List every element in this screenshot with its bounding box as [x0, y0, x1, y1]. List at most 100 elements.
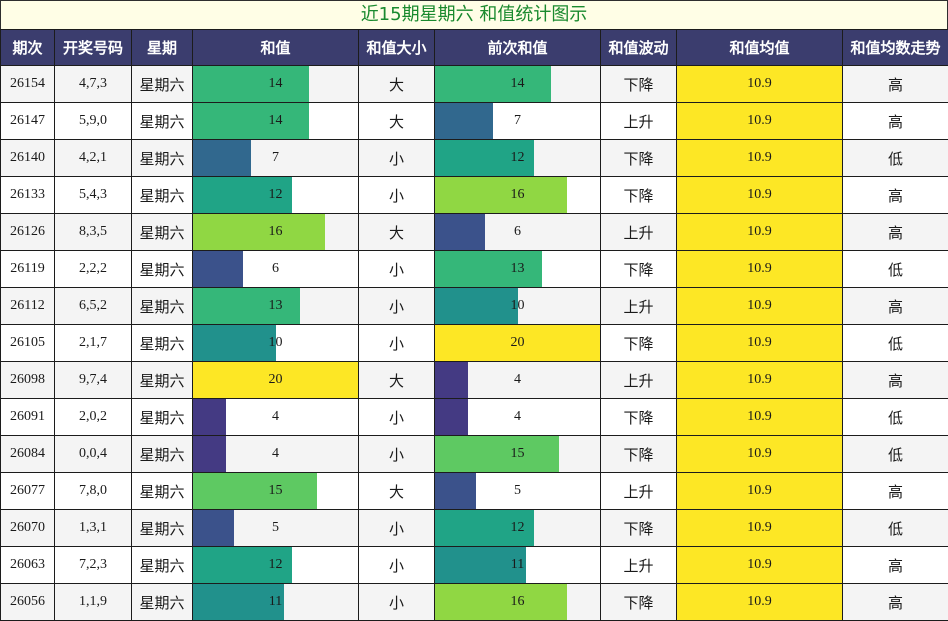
avg-trend-cell: 高 — [842, 102, 948, 140]
bar-fill — [193, 251, 243, 287]
bar-value-label: 7 — [514, 113, 521, 128]
size-cell: 小 — [358, 176, 435, 214]
avg-cell: 10.9 — [676, 139, 843, 177]
bar-fill — [435, 510, 534, 546]
size-cell: 大 — [358, 361, 435, 399]
prev-sum-bar-cell: 7 — [434, 102, 601, 140]
bar-value-label: 10 — [510, 298, 525, 313]
header-avg: 和值均值 — [676, 29, 843, 66]
bar-fill — [193, 214, 325, 250]
table-row: 26084 0,0,4 星期六 4 小 15 下降 10.9 低 — [0, 435, 948, 473]
period-cell: 26070 — [0, 509, 55, 547]
numbers-cell: 2,0,2 — [54, 398, 132, 436]
sum-stats-table: 期次 开奖号码 星期 和值 和值大小 前次和值 和值波动 和值均值 和值均数走势… — [0, 29, 948, 621]
bar-fill — [193, 66, 309, 102]
avg-cell: 10.9 — [676, 546, 843, 584]
avg-cell: 10.9 — [676, 213, 843, 251]
numbers-cell: 8,3,5 — [54, 213, 132, 251]
header-row: 期次 开奖号码 星期 和值 和值大小 前次和值 和值波动 和值均值 和值均数走势 — [0, 29, 948, 66]
prev-sum-bar-cell: 5 — [434, 472, 601, 510]
avg-cell: 10.9 — [676, 65, 843, 103]
prev-sum-bar-cell: 16 — [434, 583, 601, 621]
weekday-cell: 星期六 — [131, 324, 193, 362]
size-cell: 小 — [358, 509, 435, 547]
avg-trend-cell: 低 — [842, 250, 948, 288]
bar-fill — [435, 288, 518, 324]
bar-fill — [435, 547, 526, 583]
sum-bar-cell: 6 — [192, 250, 359, 288]
header-period: 期次 — [0, 29, 55, 66]
weekday-cell: 星期六 — [131, 102, 193, 140]
header-sum: 和值 — [192, 29, 359, 66]
numbers-cell: 2,1,7 — [54, 324, 132, 362]
avg-trend-cell: 低 — [842, 398, 948, 436]
header-weekday: 星期 — [131, 29, 193, 66]
bar-fill — [435, 251, 543, 287]
table-row: 26091 2,0,2 星期六 4 小 4 下降 10.9 低 — [0, 398, 948, 436]
period-cell: 26091 — [0, 398, 55, 436]
sum-bar-cell: 14 — [192, 102, 359, 140]
table-body: 26154 4,7,3 星期六 14 大 14 下降 10.9 高 26147 5,9,0 星期六 14… — [0, 65, 948, 621]
bar-fill — [193, 103, 309, 139]
numbers-cell: 1,1,9 — [54, 583, 132, 621]
bar-value-label: 10 — [268, 335, 283, 350]
period-cell: 26140 — [0, 139, 55, 177]
table-row: 26077 7,8,0 星期六 15 大 5 上升 10.9 高 — [0, 472, 948, 510]
trend-cell: 上升 — [600, 361, 677, 399]
bar-fill — [435, 436, 559, 472]
size-cell: 小 — [358, 435, 435, 473]
bar-value-label: 15 — [268, 483, 283, 498]
bar-value-label: 11 — [268, 594, 283, 609]
avg-cell: 10.9 — [676, 435, 843, 473]
avg-cell: 10.9 — [676, 287, 843, 325]
prev-sum-bar-cell: 4 — [434, 361, 601, 399]
trend-cell: 上升 — [600, 102, 677, 140]
sum-bar-cell: 20 — [192, 361, 359, 399]
bar-value-label: 5 — [514, 483, 521, 498]
bar-value-label: 14 — [268, 113, 283, 128]
avg-trend-cell: 高 — [842, 361, 948, 399]
avg-cell: 10.9 — [676, 472, 843, 510]
trend-cell: 上升 — [600, 213, 677, 251]
trend-cell: 下降 — [600, 398, 677, 436]
size-cell: 大 — [358, 213, 435, 251]
bar-fill — [193, 399, 226, 435]
bar-fill — [435, 325, 600, 361]
weekday-cell: 星期六 — [131, 287, 193, 325]
avg-cell: 10.9 — [676, 102, 843, 140]
period-cell: 26119 — [0, 250, 55, 288]
bar-value-label: 14 — [268, 76, 283, 91]
bar-fill — [435, 362, 468, 398]
sum-bar-cell: 12 — [192, 546, 359, 584]
table-row: 26098 9,7,4 星期六 20 大 4 上升 10.9 高 — [0, 361, 948, 399]
sum-bar-cell: 10 — [192, 324, 359, 362]
trend-cell: 下降 — [600, 65, 677, 103]
bar-value-label: 7 — [272, 150, 279, 165]
bar-value-label: 11 — [510, 557, 525, 572]
size-cell: 大 — [358, 102, 435, 140]
bar-value-label: 13 — [268, 298, 283, 313]
bar-value-label: 16 — [510, 187, 525, 202]
prev-sum-bar-cell: 13 — [434, 250, 601, 288]
period-cell: 26147 — [0, 102, 55, 140]
avg-trend-cell: 高 — [842, 213, 948, 251]
weekday-cell: 星期六 — [131, 398, 193, 436]
bar-fill — [435, 214, 485, 250]
avg-cell: 10.9 — [676, 509, 843, 547]
page-title: 近15期星期六 和值统计图示 — [0, 0, 948, 30]
avg-trend-cell: 高 — [842, 583, 948, 621]
avg-cell: 10.9 — [676, 176, 843, 214]
trend-cell: 下降 — [600, 509, 677, 547]
bar-fill — [435, 103, 493, 139]
bar-value-label: 12 — [268, 187, 283, 202]
size-cell: 小 — [358, 583, 435, 621]
bar-fill — [435, 177, 567, 213]
prev-sum-bar-cell: 11 — [434, 546, 601, 584]
prev-sum-bar-cell: 10 — [434, 287, 601, 325]
period-cell: 26133 — [0, 176, 55, 214]
table-row: 26056 1,1,9 星期六 11 小 16 下降 10.9 高 — [0, 583, 948, 621]
trend-cell: 下降 — [600, 435, 677, 473]
size-cell: 大 — [358, 472, 435, 510]
sum-bar-cell: 4 — [192, 398, 359, 436]
